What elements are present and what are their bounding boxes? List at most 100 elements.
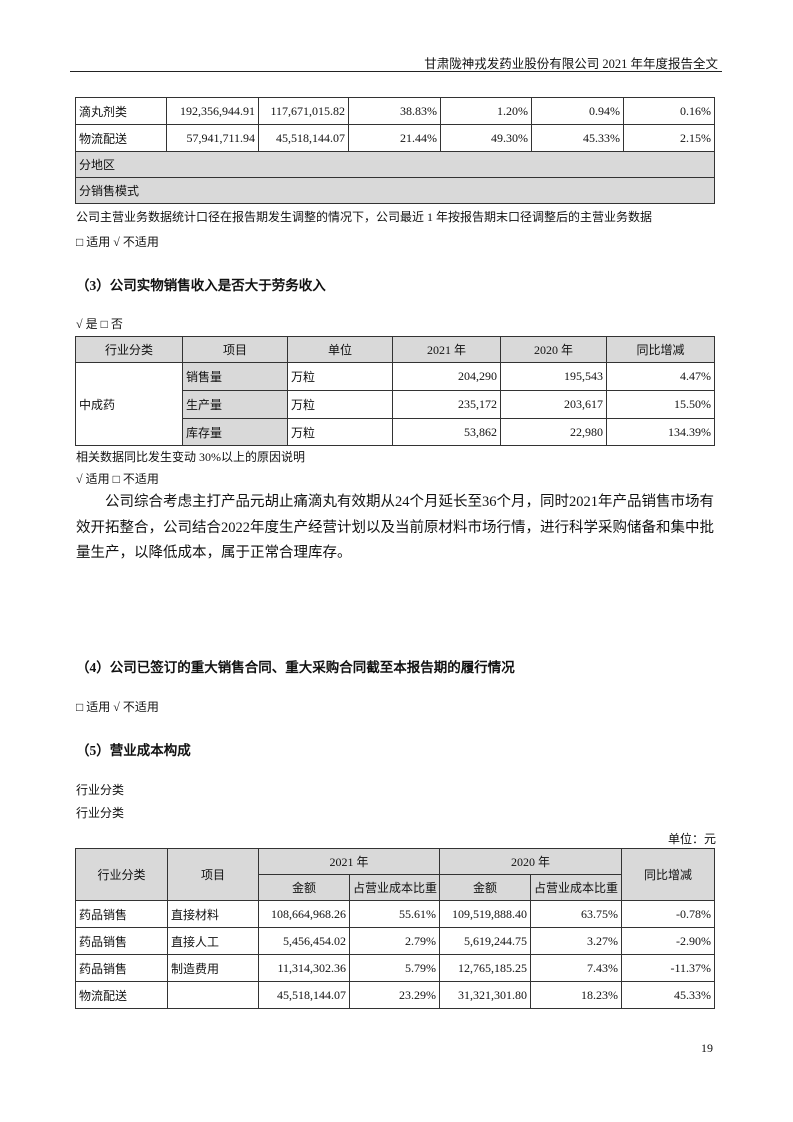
cell: 分地区 (75, 151, 715, 178)
table-row: 药品销售 直接材料 108,664,968.26 55.61% 109,519,… (75, 900, 716, 928)
cell: 45.33% (531, 124, 624, 152)
cell: 4.47% (606, 362, 715, 391)
cell: 直接人工 (167, 927, 259, 955)
cell: 1.20% (440, 97, 532, 125)
cell: 销售量 (182, 362, 288, 391)
running-header: 甘肃陇神戎发药业股份有限公司 2021 年年度报告全文 (424, 57, 718, 71)
table-row: 生产量 万粒 235,172 203,617 15.50% (76, 390, 715, 419)
section-heading: （5）营业成本构成 (76, 743, 191, 758)
cell: 3.27% (530, 927, 623, 955)
cell: -2.90% (621, 927, 716, 955)
cell: 108,664,968.26 (258, 900, 350, 928)
cell: 生产量 (182, 390, 288, 419)
operating-cost-table: 行业分类 项目 2021 年 2020 年 同比增减 金额 占营业成本比重 金额… (75, 848, 716, 1009)
table-row: 物流配送 45,518,144.07 23.29% 31,321,301.80 … (75, 981, 716, 1009)
applicable-option: □ 适用 √ 不适用 (76, 700, 159, 714)
applicable-option: □ 适用 √ 不适用 (76, 235, 159, 249)
cell: 滴丸剂类 (75, 97, 167, 125)
cell: 53,862 (392, 418, 501, 446)
cell: 57,941,711.94 (166, 124, 259, 152)
cell: 203,617 (500, 390, 607, 419)
cell: 药品销售 (75, 927, 168, 955)
reason-label: 相关数据同比发生变动 30%以上的原因说明 (76, 450, 305, 464)
cell: 制造费用 (167, 954, 259, 982)
explanation-paragraph: 公司综合考虑主打产品元胡止痛滴丸有效期从24个月延长至36个月，同时2021年产… (76, 494, 714, 561)
cell: 55.61% (348, 900, 441, 928)
cell: 15.50% (606, 390, 715, 419)
cell: 2.15% (623, 124, 715, 152)
applicable-option: √ 适用 □ 不适用 (76, 472, 159, 486)
cell: 11,314,302.36 (258, 954, 350, 982)
header-rule (70, 71, 722, 72)
cell: 库存量 (182, 418, 288, 446)
column-header: 占营业成本比重 (530, 874, 623, 901)
category-cell: 中成药 (75, 362, 183, 446)
cell: 235,172 (392, 390, 501, 419)
section-heading: （3）公司实物销售收入是否大于劳务收入 (76, 278, 326, 293)
cell: 38.83% (348, 97, 441, 125)
column-header: 2020 年 (500, 336, 607, 363)
cell: 12,765,185.25 (439, 954, 532, 982)
note-text: 公司主营业务数据统计口径在报告期发生调整的情况下，公司最近 1 年按报告期末口径… (76, 210, 653, 224)
cell: 万粒 (287, 390, 393, 419)
column-header: 行业分类 (75, 848, 168, 901)
cell: 物流配送 (75, 124, 167, 152)
cell: 192,356,944.91 (166, 97, 259, 125)
cell: 5,456,454.02 (258, 927, 350, 955)
section-heading: （4）公司已签订的重大销售合同、重大采购合同截至本报告期的履行情况 (76, 660, 515, 675)
cell: 万粒 (287, 418, 393, 446)
cell: 117,671,015.82 (258, 97, 349, 125)
revenue-table-continued: 滴丸剂类 192,356,944.91 117,671,015.82 38.83… (75, 97, 715, 204)
column-header: 行业分类 (75, 336, 183, 363)
column-header: 金额 (258, 874, 350, 901)
column-header: 2021 年 (257, 848, 441, 875)
cell: 5,619,244.75 (439, 927, 532, 955)
column-header: 金额 (439, 874, 532, 901)
cell: 分销售模式 (75, 177, 715, 204)
physical-sales-table: 行业分类 项目 单位 2021 年 2020 年 同比增减 中成药 销售量 万粒… (75, 336, 715, 446)
cell: 195,543 (500, 362, 607, 391)
page-number: 19 (701, 1041, 713, 1055)
industry-label: 行业分类 (76, 783, 125, 797)
cell: 2.79% (348, 927, 441, 955)
section-row-region: 分地区 (75, 151, 715, 178)
cell: 31,321,301.80 (439, 981, 532, 1009)
cell: 0.94% (531, 97, 624, 125)
cell: 45,518,144.07 (258, 124, 349, 152)
column-header: 项目 (167, 848, 259, 901)
cell: -0.78% (621, 900, 716, 928)
table-row: 物流配送 57,941,711.94 45,518,144.07 21.44% … (75, 124, 715, 152)
column-header: 占营业成本比重 (348, 874, 441, 901)
table-row: 滴丸剂类 192,356,944.91 117,671,015.82 38.83… (75, 97, 715, 125)
cell: 18.23% (530, 981, 623, 1009)
table-row: 药品销售 直接人工 5,456,454.02 2.79% 5,619,244.7… (75, 927, 716, 955)
cell: 5.79% (348, 954, 441, 982)
cell: 万粒 (287, 362, 393, 391)
industry-label: 行业分类 (76, 806, 125, 820)
column-header: 同比增减 (621, 848, 716, 901)
cell: 21.44% (348, 124, 441, 152)
cell: 22,980 (500, 418, 607, 446)
cell: 204,290 (392, 362, 501, 391)
cell: 109,519,888.40 (439, 900, 532, 928)
cell: 45,518,144.07 (258, 981, 350, 1009)
cell: 45.33% (621, 981, 716, 1009)
cell: 药品销售 (75, 954, 168, 982)
table-row: 中成药 销售量 万粒 204,290 195,543 4.47% (75, 362, 715, 446)
table-header-row: 行业分类 项目 单位 2021 年 2020 年 同比增减 (75, 336, 715, 363)
unit-label: 单位：元 (667, 832, 716, 846)
cell: 63.75% (530, 900, 623, 928)
cell: 物流配送 (75, 981, 168, 1009)
cell: 药品销售 (75, 900, 168, 928)
cell: 134.39% (606, 418, 715, 446)
column-header: 单位 (287, 336, 393, 363)
yes-no-option: √ 是 □ 否 (76, 317, 123, 331)
cell: 直接材料 (167, 900, 259, 928)
column-header: 项目 (182, 336, 288, 363)
column-header: 2021 年 (392, 336, 501, 363)
cell: 0.16% (623, 97, 715, 125)
cell: -11.37% (621, 954, 716, 982)
cell (167, 981, 259, 1009)
cell: 49.30% (440, 124, 532, 152)
cell: 23.29% (348, 981, 441, 1009)
